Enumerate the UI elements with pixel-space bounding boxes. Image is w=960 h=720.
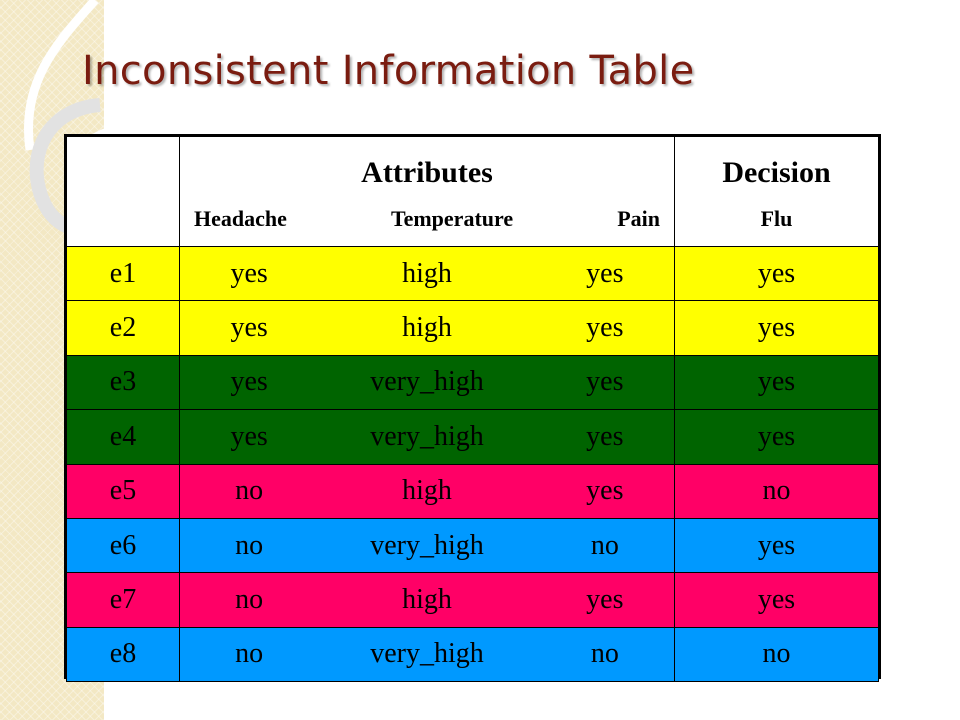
temperature-value: high: [402, 257, 452, 289]
table-row: e4 yes very_high yes yes: [66, 409, 879, 465]
temperature-value: high: [402, 584, 452, 616]
flu-header: Flu: [760, 205, 793, 231]
table-row: e6 no very_high no yes: [66, 517, 879, 574]
table-row: e8 no very_high no no: [66, 626, 879, 683]
attribute-values-cell: no very_high no: [179, 626, 675, 683]
pain-value: yes: [586, 366, 624, 398]
attributes-header: Attributes: [361, 155, 493, 189]
headache-value: yes: [230, 312, 268, 344]
headache-value: yes: [230, 420, 268, 452]
flu-value: no: [674, 463, 879, 519]
decision-header-cell: Decision Flu: [674, 136, 879, 247]
header-empty-cell: [66, 136, 180, 247]
headache-value: no: [235, 475, 264, 507]
temperature-value: very_high: [370, 638, 484, 670]
headache-header: Headache: [194, 205, 287, 231]
headache-value: no: [235, 638, 264, 670]
flu-value: yes: [674, 572, 879, 628]
headache-value: no: [235, 529, 264, 561]
row-id-cell: e6: [66, 517, 180, 574]
attribute-values-cell: yes very_high yes: [179, 354, 675, 411]
row-id-cell: e8: [66, 626, 180, 683]
pain-value: no: [590, 529, 619, 561]
pain-value: yes: [586, 257, 624, 289]
attribute-names: Headache Temperature Pain: [180, 206, 674, 232]
row-id-cell: e5: [66, 463, 180, 519]
row-id-cell: e3: [66, 354, 180, 411]
attribute-values-cell: no high yes: [179, 572, 675, 628]
pain-header: Pain: [617, 205, 660, 231]
table-body: e1 yes high yes yes e2 yes high yes yes e3 yes very_…: [66, 245, 879, 683]
flu-value: yes: [674, 354, 879, 411]
headache-value: yes: [230, 257, 268, 289]
flu-value: yes: [674, 517, 879, 574]
temperature-value: very_high: [370, 420, 484, 452]
flu-value: yes: [674, 245, 879, 302]
row-id-cell: e2: [66, 300, 180, 356]
table-row: e5 no high yes no: [66, 463, 879, 519]
attribute-values-cell: no high yes: [179, 463, 675, 519]
temperature-header: Temperature: [390, 205, 514, 231]
pain-value: no: [590, 638, 619, 670]
information-table: Attributes Headache Temperature Pain Dec…: [64, 134, 881, 683]
pain-value: yes: [586, 312, 624, 344]
pain-value: yes: [586, 584, 624, 616]
row-id-cell: e7: [66, 572, 180, 628]
pain-value: yes: [586, 475, 624, 507]
row-id-cell: e1: [66, 245, 180, 302]
temperature-value: high: [402, 475, 452, 507]
table-row: e1 yes high yes yes: [66, 245, 879, 302]
temperature-value: very_high: [370, 366, 484, 398]
table-row: e3 yes very_high yes yes: [66, 354, 879, 411]
decision-header: Decision: [722, 155, 831, 189]
table-row: e2 yes high yes yes: [66, 300, 879, 356]
attribute-values-cell: no very_high no: [179, 517, 675, 574]
attribute-values-cell: yes very_high yes: [179, 409, 675, 465]
pain-value: yes: [586, 420, 624, 452]
slide-title: Inconsistent Information Table: [82, 48, 695, 94]
attributes-header-cell: Attributes Headache Temperature Pain: [179, 136, 675, 247]
temperature-value: very_high: [370, 529, 484, 561]
headache-value: no: [235, 584, 264, 616]
attribute-values-cell: yes high yes: [179, 245, 675, 302]
attribute-values-cell: yes high yes: [179, 300, 675, 356]
flu-value: yes: [674, 409, 879, 465]
flu-value: yes: [674, 300, 879, 356]
headache-value: yes: [230, 366, 268, 398]
table-row: e7 no high yes yes: [66, 572, 879, 628]
temperature-value: high: [402, 312, 452, 344]
table-header-row: Attributes Headache Temperature Pain Dec…: [66, 136, 879, 247]
flu-value: no: [674, 626, 879, 683]
row-id-cell: e4: [66, 409, 180, 465]
